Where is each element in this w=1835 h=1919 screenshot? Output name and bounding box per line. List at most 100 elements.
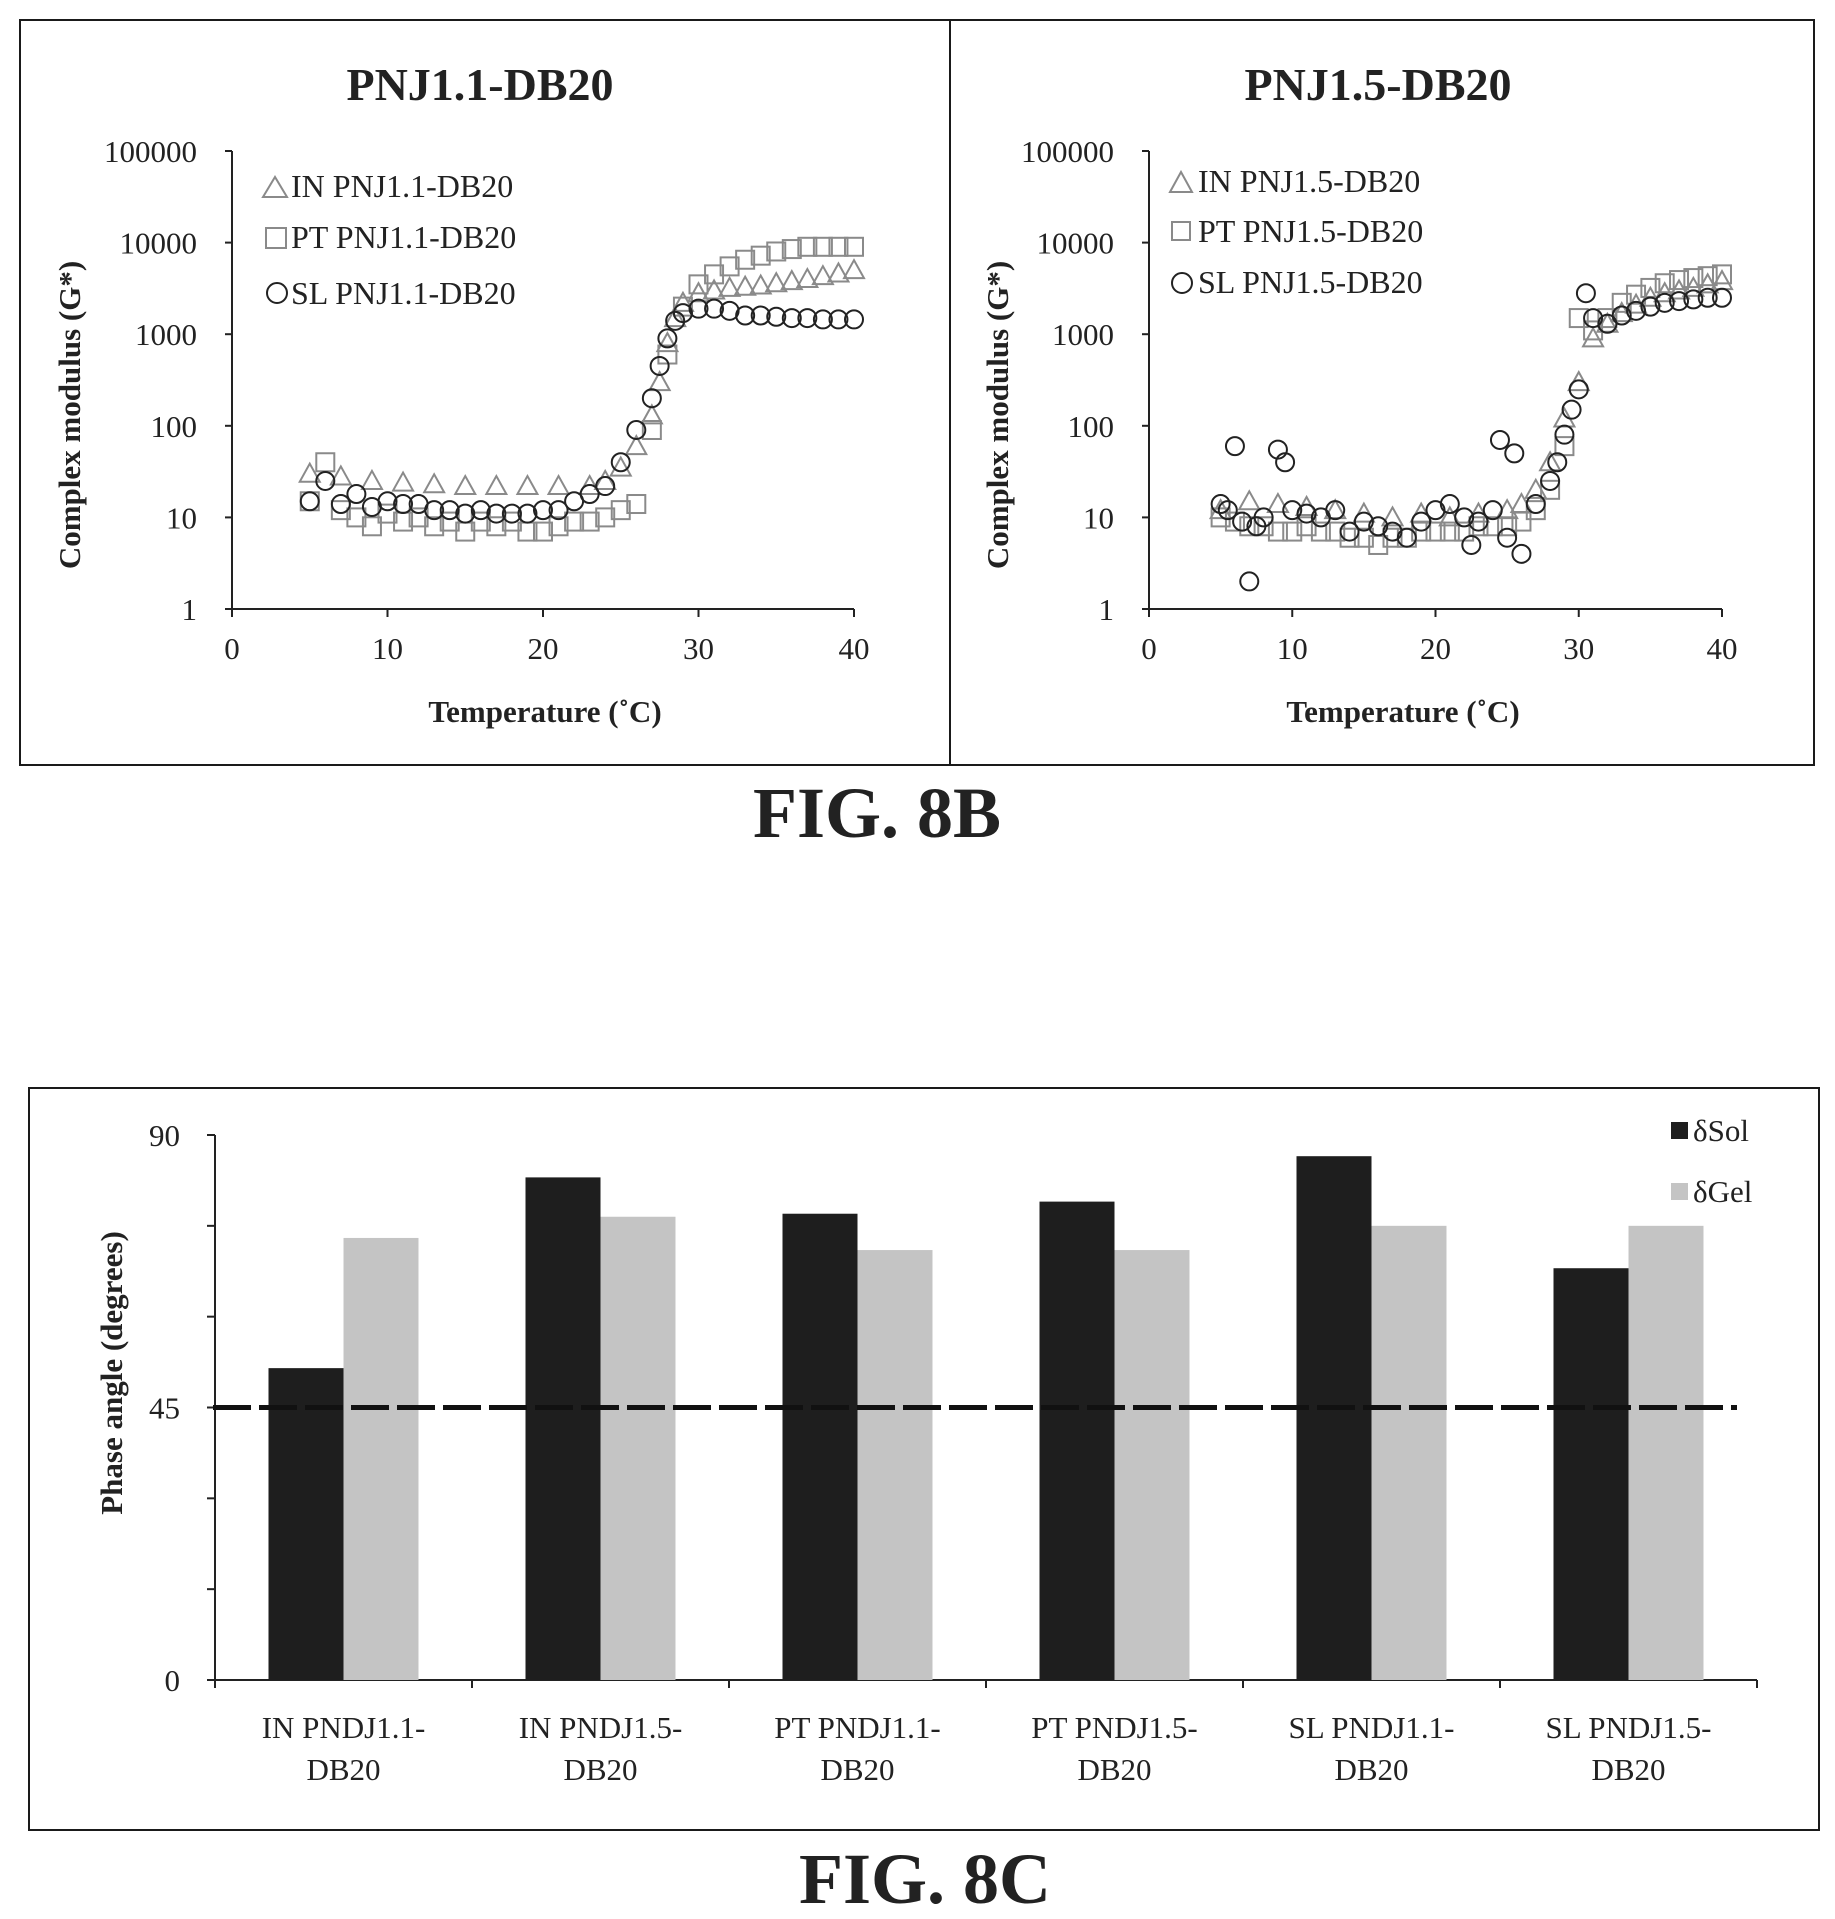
data-point-circle <box>704 298 725 319</box>
data-point-square <box>330 500 351 521</box>
chart-title: PNJ1.1-DB20 <box>346 59 613 110</box>
x-category-label: PT PNDJ1.1- <box>774 1710 941 1745</box>
y-tick-label: 100000 <box>1021 134 1114 169</box>
x-tick-label: 10 <box>1277 631 1308 666</box>
y-axis-label: Complex modulus (G*) <box>52 261 87 569</box>
data-point-circle <box>330 494 351 515</box>
data-point-triangle <box>360 468 384 490</box>
data-point-square <box>797 236 818 257</box>
y-tick-label: 90 <box>149 1118 180 1153</box>
data-point-circle <box>1439 494 1460 515</box>
data-point-square <box>1210 507 1231 528</box>
data-point-circle <box>393 494 414 515</box>
data-point-circle <box>844 309 864 330</box>
data-point-triangle <box>453 473 477 496</box>
data-point-triangle <box>780 269 804 291</box>
x-axis-label: Temperature (˚C) <box>428 694 661 729</box>
data-point-circle <box>424 500 445 521</box>
data-point-circle <box>1712 287 1732 308</box>
data-point-circle <box>1482 500 1503 521</box>
data-point-square <box>1224 511 1245 532</box>
data-point-circle <box>797 308 818 329</box>
data-point-triangle <box>764 271 788 293</box>
data-point-circle <box>1275 452 1296 473</box>
x-tick-label: 40 <box>839 631 870 666</box>
x-category-label: DB20 <box>563 1752 637 1787</box>
data-point-triangle <box>298 461 322 483</box>
data-point-triangle <box>1352 501 1376 523</box>
data-point-circle <box>1654 292 1675 313</box>
data-series <box>1208 269 1734 527</box>
data-point-square <box>735 249 756 270</box>
data-point-triangle <box>484 473 509 496</box>
bar-gel <box>1114 1250 1190 1680</box>
data-point-square <box>1511 511 1532 532</box>
legend: δSol δGel <box>1671 1113 1752 1209</box>
x-category-label: DB20 <box>306 1752 380 1787</box>
x-tick-label: 30 <box>1563 631 1594 666</box>
data-point-square <box>486 516 507 537</box>
bar-sol <box>1296 1156 1372 1680</box>
data-point-square <box>828 236 849 257</box>
data-point-triangle <box>663 306 687 328</box>
data-point-circle <box>766 306 787 327</box>
data-point-triangle <box>609 455 633 477</box>
data-point-square <box>1267 521 1288 542</box>
data-point-circle <box>1489 429 1510 450</box>
x-axis-label: Temperature (˚C) <box>1286 694 1519 729</box>
x-tick-label: 40 <box>1707 631 1738 666</box>
data-point-triangle <box>593 468 617 490</box>
bar-sol <box>782 1213 858 1680</box>
legend-label: δSol <box>1693 1113 1749 1148</box>
data-point-square <box>1554 436 1575 457</box>
data-point-triangle <box>1380 505 1405 527</box>
legend-label: SL PNJ1.5-DB20 <box>1198 264 1423 300</box>
data-point-square <box>1253 516 1274 537</box>
data-point-circle <box>781 308 802 329</box>
data-point-circle <box>1461 534 1482 555</box>
bar-gel <box>1628 1225 1704 1680</box>
x-category-label: DB20 <box>1591 1752 1665 1787</box>
data-series <box>299 298 864 524</box>
data-point-square <box>1540 479 1561 500</box>
data-point-square <box>750 245 771 266</box>
data-point-circle <box>1583 308 1604 329</box>
bar-gel <box>600 1216 676 1680</box>
data-point-square <box>1712 264 1732 285</box>
data-point-circle <box>1525 494 1546 515</box>
data-point-circle <box>1353 511 1374 532</box>
data-point-square <box>315 452 336 473</box>
data-point-triangle <box>422 472 446 494</box>
data-point-square <box>812 236 833 257</box>
data-point-square <box>719 256 740 277</box>
data-point-circle <box>517 503 538 524</box>
data-point-square <box>626 494 647 515</box>
data-point-square <box>361 516 382 537</box>
data-point-triangle <box>702 278 726 300</box>
x-tick-label: 0 <box>1141 631 1157 666</box>
data-point-circle <box>1217 500 1238 521</box>
data-point-circle <box>1411 511 1432 532</box>
data-point-square <box>781 239 802 260</box>
x-category-label: PT PNDJ1.5- <box>1031 1710 1198 1745</box>
y-tick-label: 100 <box>151 409 198 444</box>
x-tick-label: 10 <box>372 631 403 666</box>
legend-marker-triangle <box>261 175 289 198</box>
bar-gel <box>857 1250 933 1680</box>
legend-marker-square <box>265 227 287 249</box>
data-point-square <box>641 419 662 440</box>
data-point-circle <box>1497 527 1518 548</box>
data-point-square <box>533 521 553 542</box>
data-series <box>1210 264 1732 555</box>
data-point-square <box>1654 273 1675 294</box>
data-point-circle <box>1325 500 1346 521</box>
data-point-circle <box>1239 571 1260 592</box>
data-point-circle <box>1697 287 1718 308</box>
data-point-circle <box>1282 500 1303 521</box>
y-axis-label: Phase angle (degrees) <box>94 1231 129 1515</box>
data-point-circle <box>470 500 491 521</box>
data-point-circle <box>665 310 686 331</box>
data-point-square <box>1382 527 1403 548</box>
data-point-circle <box>1640 296 1661 317</box>
